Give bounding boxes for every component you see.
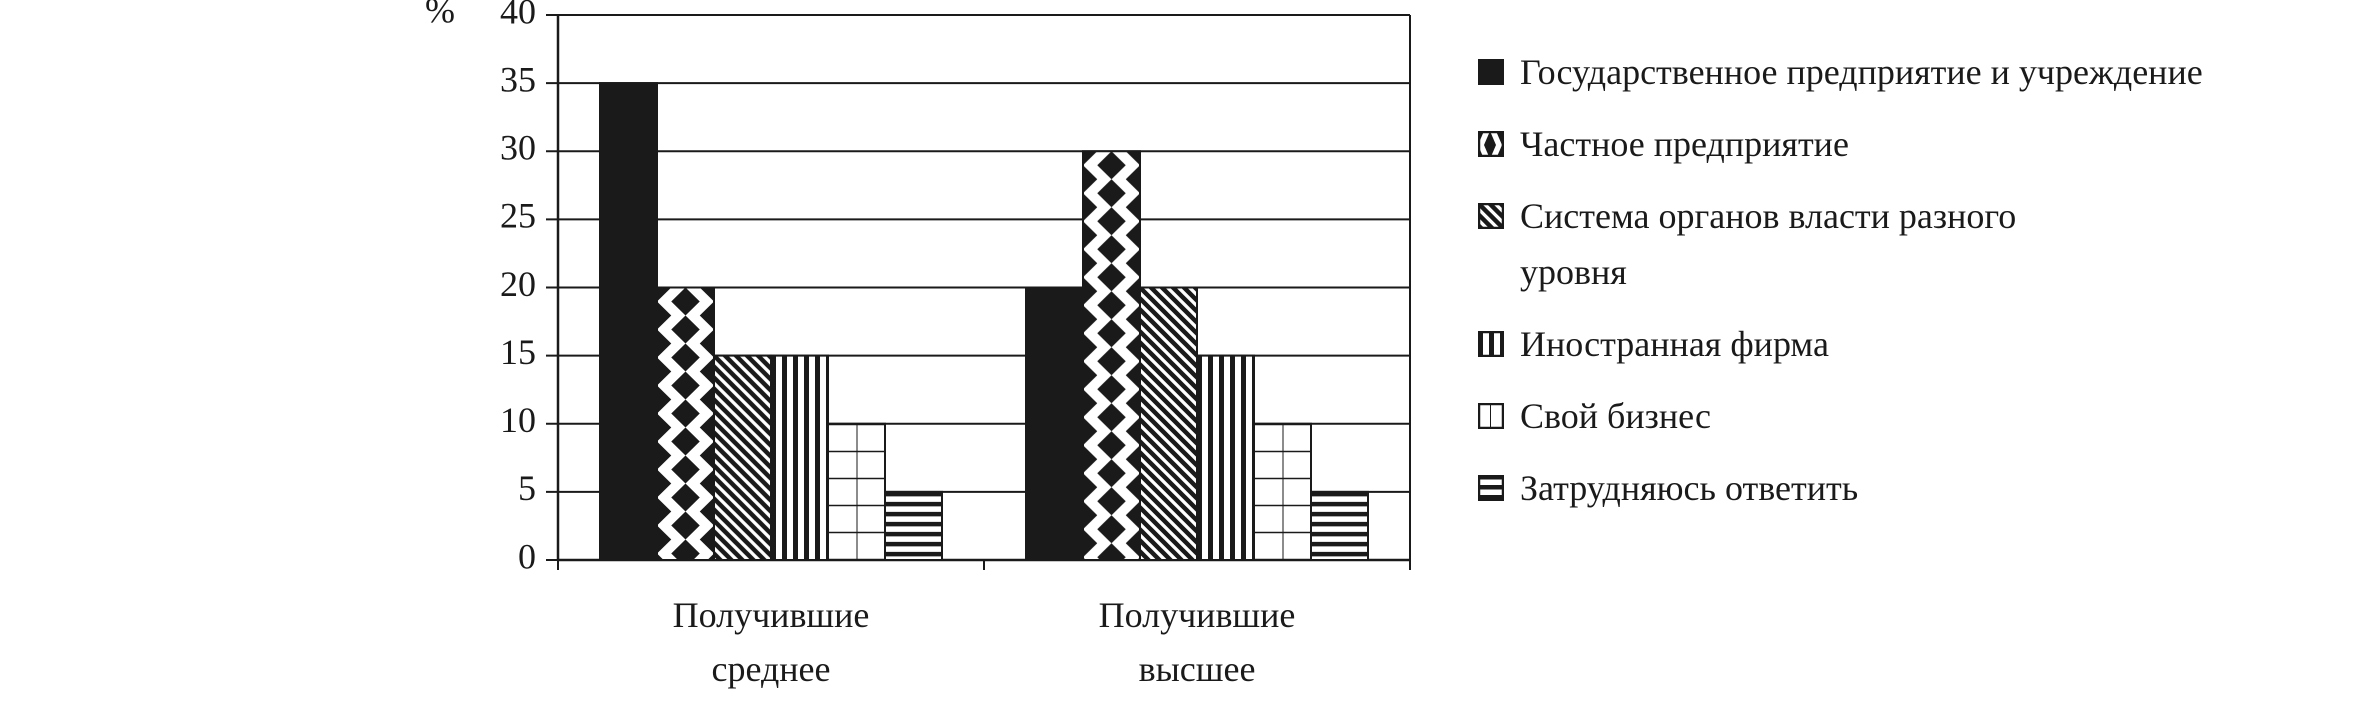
- bar: [884, 490, 943, 561]
- bar: [1310, 490, 1369, 561]
- bar: [1139, 286, 1198, 561]
- y-tick-label: 10: [500, 400, 536, 440]
- legend-label: Свой бизнес: [1520, 396, 1711, 436]
- bar: [1253, 422, 1312, 561]
- y-tick-label: 30: [500, 128, 536, 168]
- y-tick-label: 25: [500, 196, 536, 236]
- bar: [1196, 354, 1255, 561]
- legend-item: Государственное предприятие и учреждение: [1478, 44, 2280, 100]
- y-tick-label: 20: [500, 264, 536, 304]
- legend-item: Затрудняюсь ответить: [1478, 460, 2280, 516]
- legend-swatch: [1478, 331, 1504, 357]
- legend-item: Частное предприятие: [1478, 116, 2280, 172]
- legend-swatch: [1478, 203, 1504, 229]
- y-tick-label: 0: [518, 536, 536, 576]
- legend-label: Иностранная фирма: [1520, 324, 1829, 364]
- legend-label: Частное предприятие: [1520, 124, 1849, 164]
- legend-label: Затрудняюсь ответить: [1520, 468, 1859, 508]
- legend-swatch: [1478, 59, 1504, 85]
- legend-item: Свой бизнес: [1478, 388, 2280, 444]
- legend-label: Система органов власти разного уровня: [1520, 196, 2017, 292]
- bar: [599, 82, 658, 561]
- bar: [1025, 286, 1084, 561]
- y-tick-label: 40: [500, 0, 536, 31]
- legend-item: Иностранная фирма: [1478, 316, 2280, 372]
- y-axis-label: %: [425, 0, 455, 30]
- x-tick-label: Получившие высшее: [1098, 595, 1296, 689]
- legend: Государственное предприятие и учреждение…: [1478, 44, 2280, 532]
- legend-item: Система органов власти разного уровня: [1478, 188, 2280, 300]
- x-tick-label: Получившие среднее: [672, 595, 870, 689]
- y-tick-label: 15: [500, 332, 536, 372]
- legend-label: Государственное предприятие и учреждение: [1520, 52, 2203, 92]
- legend-swatch: [1478, 131, 1504, 157]
- y-tick-label: 5: [518, 468, 536, 508]
- legend-swatch: [1478, 403, 1504, 429]
- bar: [827, 422, 886, 561]
- legend-swatch: [1478, 475, 1504, 501]
- bar: [656, 286, 715, 561]
- bar: [713, 354, 772, 561]
- bar: [1082, 150, 1141, 561]
- y-tick-label: 35: [500, 59, 536, 99]
- bar: [770, 354, 829, 561]
